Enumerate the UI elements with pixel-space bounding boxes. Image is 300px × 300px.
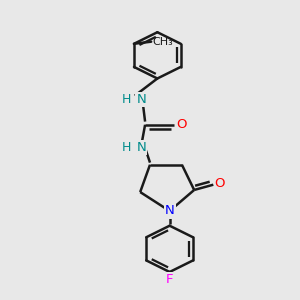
Text: F: F <box>166 273 173 286</box>
Text: N: N <box>136 141 146 154</box>
Text: H: H <box>122 141 131 154</box>
Text: N: N <box>136 93 146 106</box>
Text: O: O <box>177 118 187 131</box>
Text: N: N <box>165 205 175 218</box>
Text: O: O <box>215 177 225 190</box>
Text: H: H <box>122 93 131 106</box>
Text: CH₃: CH₃ <box>152 37 173 47</box>
